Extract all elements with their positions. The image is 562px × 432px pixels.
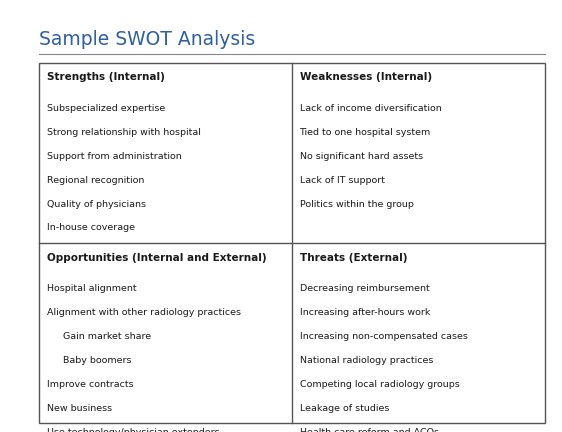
Text: Alignment with other radiology practices: Alignment with other radiology practices [47,308,241,317]
Text: Sample SWOT Analysis: Sample SWOT Analysis [39,30,256,49]
Text: National radiology practices: National radiology practices [300,356,433,365]
Text: Competing local radiology groups: Competing local radiology groups [300,380,459,389]
Text: In-house coverage: In-house coverage [47,223,135,232]
Text: Support from administration: Support from administration [47,152,182,161]
Text: Strengths (Internal): Strengths (Internal) [47,72,165,82]
Text: Increasing non-compensated cases: Increasing non-compensated cases [300,332,468,341]
Text: Leakage of studies: Leakage of studies [300,404,389,413]
Text: Increasing after-hours work: Increasing after-hours work [300,308,430,317]
Text: Tied to one hospital system: Tied to one hospital system [300,128,431,137]
Text: No significant hard assets: No significant hard assets [300,152,423,161]
Text: Strong relationship with hospital: Strong relationship with hospital [47,128,201,137]
Text: Improve contracts: Improve contracts [47,380,133,389]
Text: Use technology/physician extenders: Use technology/physician extenders [47,428,219,432]
Text: New business: New business [47,404,112,413]
Text: Threats (External): Threats (External) [300,252,407,263]
Text: Politics within the group: Politics within the group [300,200,414,209]
Text: Lack of income diversification: Lack of income diversification [300,104,441,113]
Text: Hospital alignment: Hospital alignment [47,284,136,293]
Text: Health care reform and ACOs: Health care reform and ACOs [300,428,438,432]
Text: Weaknesses (Internal): Weaknesses (Internal) [300,72,432,82]
Text: Decreasing reimbursement: Decreasing reimbursement [300,284,429,293]
Text: Opportunities (Internal and External): Opportunities (Internal and External) [47,252,266,263]
Text: Quality of physicians: Quality of physicians [47,200,146,209]
Bar [39,63,545,423]
Text: Regional recognition: Regional recognition [47,175,144,184]
Text: Lack of IT support: Lack of IT support [300,175,384,184]
Text: Baby boomers: Baby boomers [57,356,132,365]
Text: Gain market share: Gain market share [57,332,151,341]
Text: Subspecialized expertise: Subspecialized expertise [47,104,165,113]
